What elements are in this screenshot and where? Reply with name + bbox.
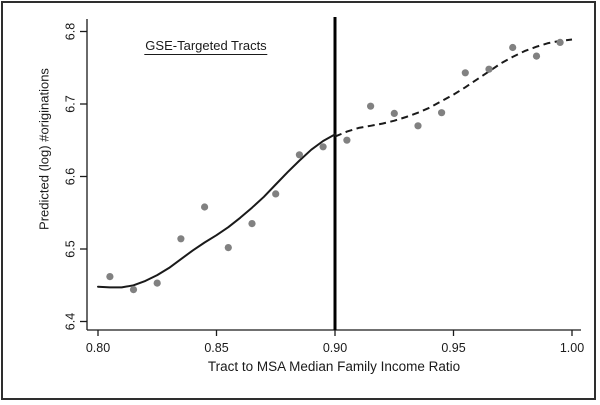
y-axis-title: Predicted (log) #originations [36,68,52,230]
fit-line-dashed [334,38,573,138]
scatter-point [461,69,469,77]
scatter-point [485,65,493,73]
scatter-point [248,220,256,228]
y-tick-label: 6.8 [63,23,77,40]
x-tick-label: 0.95 [441,341,465,355]
figure-frame: 0.80 0.85 0.90 0.95 1.00 6.4 6.5 6.6 6.7 6.8 GSE-… [1,1,596,400]
fit-line-solid [97,133,336,289]
scatter-point [414,122,422,130]
scatter-point [177,235,185,243]
scatter-point [272,190,280,198]
scatter-point [390,109,398,117]
scatter-point [129,286,138,294]
scatter-plot: 0.80 0.85 0.90 0.95 1.00 6.4 6.5 6.6 6.7 6.8 GSE-… [3,3,594,398]
scatter-point [367,102,375,110]
chart-svg: 0.80 0.85 0.90 0.95 1.00 6.4 6.5 6.6 6.7 6.8 [63,17,584,355]
scatter-point [153,279,161,287]
scatter-point [438,109,446,117]
scatter-point [201,203,209,211]
scatter-point [509,43,517,52]
scatter-point [532,52,541,60]
y-tick-label: 6.6 [63,168,77,185]
x-tick-label: 0.90 [323,341,347,355]
scatter-point [106,273,114,281]
x-axis-title: Tract to MSA Median Family Income Ratio [207,359,461,374]
y-tick-label: 6.7 [63,95,77,112]
y-tick-label: 6.5 [63,240,77,257]
scatter-point [224,244,232,252]
scatter-point [556,38,564,47]
x-tick-label: 0.80 [86,341,110,355]
gse-targeted-tracts-label: GSE-Targeted Tracts [144,38,268,55]
x-tick-label: 0.85 [204,341,228,355]
y-tick-label: 6.4 [63,313,77,330]
scatter-point [319,143,327,151]
scatter-point [343,136,351,144]
x-tick-label: 1.00 [560,341,584,355]
scatter-point [295,151,303,159]
